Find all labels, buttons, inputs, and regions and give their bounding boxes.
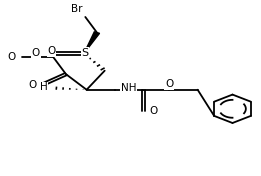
Text: O: O (165, 79, 173, 89)
Text: NH: NH (121, 83, 136, 93)
Text: H: H (40, 82, 47, 92)
Text: O: O (48, 46, 56, 56)
Text: O: O (149, 106, 157, 115)
Text: O: O (28, 80, 36, 90)
Text: Br: Br (70, 4, 82, 14)
Polygon shape (84, 32, 99, 53)
Text: O: O (7, 52, 16, 62)
Text: S: S (81, 48, 89, 58)
Text: O: O (32, 48, 40, 58)
